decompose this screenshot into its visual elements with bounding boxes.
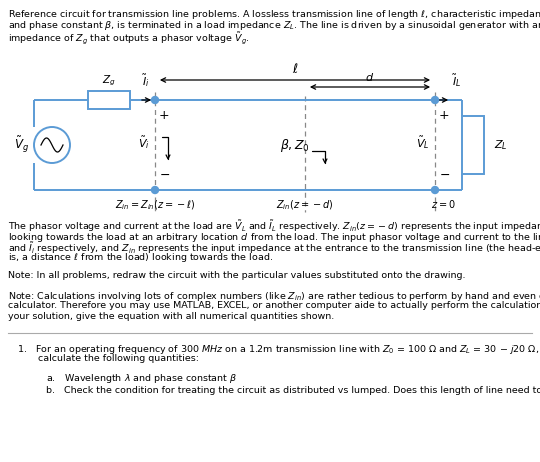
Circle shape bbox=[431, 187, 438, 194]
Text: b.   Check the condition for treating the circuit as distributed vs lumped. Does: b. Check the condition for treating the … bbox=[28, 386, 540, 395]
Text: and $\tilde{I}_i$ respectively, and $Z_{in}$ represents the input impedance at t: and $\tilde{I}_i$ respectively, and $Z_{… bbox=[8, 240, 540, 256]
Text: Note: Calculations involving lots of complex numbers (like $Z_{in}$) are rather : Note: Calculations involving lots of com… bbox=[8, 290, 540, 303]
Text: +: + bbox=[439, 109, 450, 122]
Circle shape bbox=[431, 97, 438, 103]
Text: Reference circuit for transmission line problems. A lossless transmission line o: Reference circuit for transmission line … bbox=[8, 8, 540, 21]
Text: $Z_L$: $Z_L$ bbox=[494, 138, 508, 152]
Text: $-$: $-$ bbox=[439, 168, 450, 181]
Text: a.   Wavelength $\lambda$ and phase constant $\beta$: a. Wavelength $\lambda$ and phase consta… bbox=[28, 372, 237, 385]
Text: $Z_{in}(z = -d)$: $Z_{in}(z = -d)$ bbox=[276, 198, 334, 212]
Text: 1.   For an operating frequency of 300 $MHz$ on a 1.2m transmission line with $Z: 1. For an operating frequency of 300 $MH… bbox=[8, 343, 539, 356]
Text: $d$: $d$ bbox=[366, 71, 375, 83]
Text: Note: In all problems, redraw the circuit with the particular values substituted: Note: In all problems, redraw the circui… bbox=[8, 271, 465, 280]
Circle shape bbox=[152, 187, 159, 194]
Text: $\tilde{V}_L$: $\tilde{V}_L$ bbox=[416, 134, 430, 152]
Text: $\beta, Z_0$: $\beta, Z_0$ bbox=[280, 136, 310, 153]
Text: $\tilde{V}_i$: $\tilde{V}_i$ bbox=[138, 134, 150, 152]
Text: your solution, give the equation with all numerical quantities shown.: your solution, give the equation with al… bbox=[8, 312, 334, 321]
Text: calculate the following quantities:: calculate the following quantities: bbox=[8, 354, 199, 363]
Text: and phase constant $\beta$, is terminated in a load impedance $Z_L$. The line is: and phase constant $\beta$, is terminate… bbox=[8, 19, 540, 32]
Text: $Z_g$: $Z_g$ bbox=[102, 73, 116, 88]
Bar bbox=[462, 116, 484, 174]
Text: calculator. Therefore you may use MATLAB, EXCEL, or another computer aide to act: calculator. Therefore you may use MATLAB… bbox=[8, 301, 540, 310]
Circle shape bbox=[152, 97, 159, 103]
Text: The phasor voltage and current at the load are $\tilde{V}_L$ and $\tilde{I}_L$ r: The phasor voltage and current at the lo… bbox=[8, 218, 540, 234]
Text: $\ell$: $\ell$ bbox=[292, 62, 298, 76]
Text: $z = 0$: $z = 0$ bbox=[431, 198, 455, 210]
Text: +: + bbox=[159, 109, 170, 122]
Text: $-$: $-$ bbox=[159, 168, 170, 181]
Text: looking towards the load at an arbitrary location $d$ from the load. The input p: looking towards the load at an arbitrary… bbox=[8, 229, 540, 245]
Text: $\tilde{I}_L$: $\tilde{I}_L$ bbox=[452, 72, 461, 89]
Text: impedance of $Z_g$ that outputs a phasor voltage $\tilde{V}_g$.: impedance of $Z_g$ that outputs a phasor… bbox=[8, 30, 249, 46]
Text: is, a distance $\ell$ from the load) looking towards the load.: is, a distance $\ell$ from the load) loo… bbox=[8, 251, 273, 264]
Text: $\tilde{I}_i$: $\tilde{I}_i$ bbox=[142, 72, 150, 89]
Text: $\tilde{V}_g$: $\tilde{V}_g$ bbox=[14, 135, 29, 155]
Bar bbox=[88, 91, 130, 109]
Text: $Z_{in} = Z_{in}(z = -\ell)$: $Z_{in} = Z_{in}(z = -\ell)$ bbox=[115, 198, 195, 212]
